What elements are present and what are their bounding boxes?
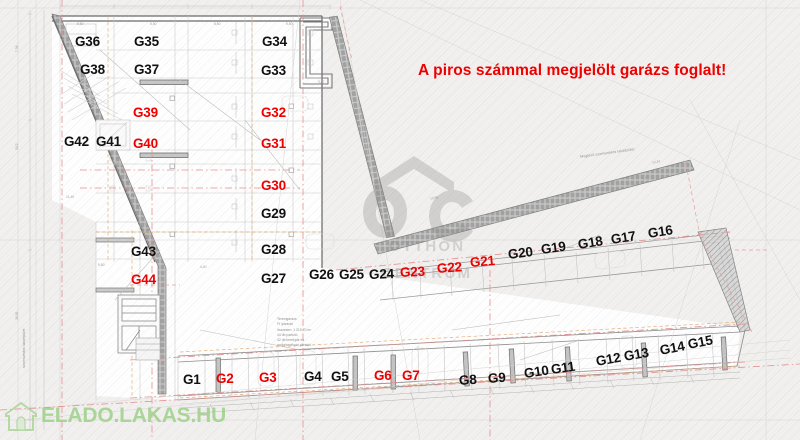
garage-label-g28[interactable]: G28 bbox=[261, 242, 286, 257]
info-block-line: 44 db parkoló bbox=[277, 332, 298, 337]
garage-label-g27[interactable]: G27 bbox=[261, 271, 286, 286]
garage-label-g10[interactable]: G10 bbox=[522, 362, 550, 381]
info-block: Teremgarázs Ft /parkoló összesen: 1 215,… bbox=[277, 317, 311, 349]
garage-label-g11[interactable]: G11 bbox=[549, 358, 576, 377]
garage-label-g26[interactable]: G26 bbox=[309, 267, 334, 282]
dimension-label: 11,40 bbox=[66, 195, 75, 199]
dimension-label: 5,50 bbox=[214, 22, 221, 26]
info-block-line: motorkerékpár parkoló bbox=[277, 343, 311, 348]
garage-label-g6[interactable]: G6 bbox=[374, 368, 392, 383]
garage-label-g9[interactable]: G9 bbox=[487, 369, 507, 386]
garage-label-g44[interactable]: G44 bbox=[131, 272, 156, 287]
garage-label-g33[interactable]: G33 bbox=[261, 63, 286, 78]
dimension-label: 4,40 bbox=[200, 265, 207, 269]
garage-label-g40[interactable]: G40 bbox=[133, 136, 158, 151]
info-block-line: Teremgarázs bbox=[277, 317, 297, 321]
garage-label-g37[interactable]: G37 bbox=[134, 62, 159, 77]
garage-label-g22[interactable]: G22 bbox=[436, 259, 463, 276]
garage-label-g7[interactable]: G7 bbox=[402, 368, 420, 383]
garage-label-g19[interactable]: G19 bbox=[539, 238, 567, 257]
dimension-label: 5,50 bbox=[98, 263, 105, 267]
garage-label-g41[interactable]: G41 bbox=[96, 134, 121, 149]
garage-label-g35[interactable]: G35 bbox=[134, 34, 159, 49]
garage-label-g38[interactable]: G38 bbox=[80, 62, 105, 77]
info-block-line: Ft /parkoló bbox=[277, 322, 294, 327]
garage-label-g32[interactable]: G32 bbox=[261, 105, 286, 120]
garage-label-g21[interactable]: G21 bbox=[469, 252, 496, 270]
garage-label-g39[interactable]: G39 bbox=[133, 105, 158, 120]
garage-label-g42[interactable]: G42 bbox=[64, 134, 89, 149]
garage-label-g25[interactable]: G25 bbox=[338, 266, 365, 282]
annotation-left-wall: szomszédos lakóépület bbox=[22, 328, 26, 368]
dimension-label: 7,38 bbox=[15, 45, 19, 52]
dimension-label: 36,50 bbox=[15, 311, 19, 320]
garage-label-g43[interactable]: G43 bbox=[131, 244, 156, 259]
occupied-legend-banner: A piros számmal megjelölt garázs foglalt… bbox=[418, 62, 727, 79]
dimension-label: 5,50 bbox=[77, 22, 84, 26]
garage-label-g2[interactable]: G2 bbox=[216, 371, 234, 386]
info-block-line: összesen: 1 215,70 m² bbox=[277, 327, 312, 332]
garage-label-g20[interactable]: G20 bbox=[507, 244, 534, 262]
garage-label-g34[interactable]: G34 bbox=[262, 34, 287, 49]
info-block-line: 42 db kerékpár és bbox=[277, 338, 305, 343]
dimension-label: 30,2 bbox=[15, 143, 19, 150]
garage-label-g5[interactable]: G5 bbox=[331, 369, 349, 384]
garage-label-g8[interactable]: G8 bbox=[458, 371, 478, 388]
garage-label-g24[interactable]: G24 bbox=[368, 266, 395, 282]
garage-label-g31[interactable]: G31 bbox=[261, 136, 286, 151]
dimension-label: 5,50 bbox=[286, 22, 293, 26]
garage-label-g36[interactable]: G36 bbox=[75, 34, 100, 49]
garage-label-g30[interactable]: G30 bbox=[261, 178, 286, 193]
dimension-label: 5,50 bbox=[150, 22, 157, 26]
garage-label-g1[interactable]: G1 bbox=[183, 372, 201, 387]
dimension-label: 3,27 bbox=[318, 80, 325, 84]
garage-label-g23[interactable]: G23 bbox=[399, 263, 426, 280]
garage-label-g4[interactable]: G4 bbox=[304, 369, 322, 384]
garage-label-g29[interactable]: G29 bbox=[261, 206, 286, 221]
garage-label-g3[interactable]: G3 bbox=[259, 370, 277, 385]
